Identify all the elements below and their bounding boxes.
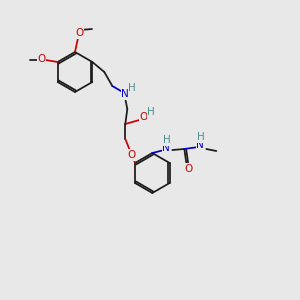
Text: N: N <box>122 89 129 99</box>
Text: H: H <box>197 132 205 142</box>
Text: O: O <box>184 164 192 174</box>
Text: O: O <box>139 112 147 122</box>
Text: N: N <box>196 140 204 150</box>
Text: H: H <box>147 107 155 117</box>
Text: H: H <box>128 83 136 93</box>
Text: O: O <box>38 54 46 64</box>
Text: N: N <box>162 143 170 153</box>
Text: H: H <box>164 135 171 145</box>
Text: O: O <box>127 150 135 160</box>
Text: O: O <box>75 28 83 38</box>
